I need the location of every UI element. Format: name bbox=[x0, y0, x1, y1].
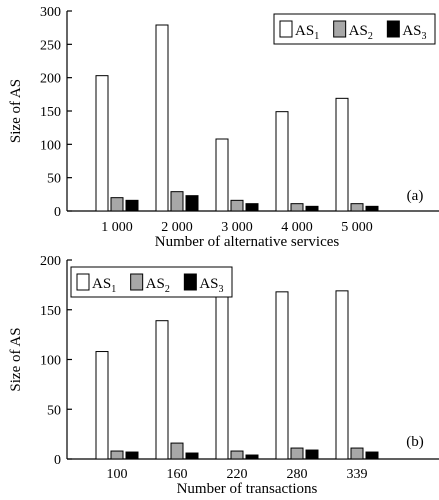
bar-as3-0 bbox=[125, 451, 139, 460]
x-tick-label: 1 000 bbox=[101, 220, 133, 235]
x-tick-label: 5 000 bbox=[341, 220, 373, 235]
bar-as3-0 bbox=[125, 199, 139, 212]
y-tick-label: 100 bbox=[40, 138, 61, 153]
y-tick-label: 0 bbox=[54, 453, 61, 468]
legend-label: AS2 bbox=[349, 23, 373, 42]
legend-swatch bbox=[130, 273, 144, 291]
bar-as1-3 bbox=[275, 291, 289, 460]
legend-swatch bbox=[333, 20, 347, 38]
bar-as2-3 bbox=[290, 447, 304, 460]
bar-as1-3 bbox=[275, 111, 289, 212]
y-tick-label: 150 bbox=[40, 304, 61, 319]
y-tick-label: 200 bbox=[40, 254, 61, 269]
legend-label-main: AS bbox=[92, 276, 111, 292]
x-tick-label: 160 bbox=[167, 467, 188, 482]
legend-label-subscript: 2 bbox=[165, 284, 170, 295]
x-tick-label: 2 000 bbox=[161, 220, 193, 235]
y-tick-label: 200 bbox=[40, 72, 61, 87]
x-axis-title: Number of transactions bbox=[177, 481, 318, 497]
panel-tag: (a) bbox=[407, 188, 424, 204]
legend-label: AS1 bbox=[295, 23, 319, 42]
legend-label-subscript: 1 bbox=[314, 31, 319, 42]
legend-label-subscript: 3 bbox=[422, 31, 427, 42]
panel-tag: (b) bbox=[406, 434, 424, 450]
bar-as2-0 bbox=[110, 197, 124, 212]
legend-swatch bbox=[386, 20, 400, 38]
bar-as2-2 bbox=[230, 450, 244, 460]
legend-label-main: AS bbox=[402, 23, 421, 39]
x-tick-label: 3 000 bbox=[221, 220, 253, 235]
bar-as1-0 bbox=[95, 75, 109, 212]
y-tick-label: 50 bbox=[47, 172, 61, 187]
bar-as2-0 bbox=[110, 450, 124, 460]
bar-as2-4 bbox=[350, 447, 364, 460]
bar-as1-2 bbox=[215, 293, 229, 460]
legend-label: AS2 bbox=[146, 276, 170, 295]
legend-swatch bbox=[183, 273, 197, 291]
legend: AS1 AS2 AS3 bbox=[273, 13, 436, 45]
bar-as3-3 bbox=[305, 449, 319, 460]
legend-label: AS3 bbox=[199, 276, 223, 295]
legend-label: AS3 bbox=[402, 23, 426, 42]
bar-as1-2 bbox=[215, 138, 229, 212]
y-tick-label: 100 bbox=[40, 354, 61, 369]
y-tick-label: 250 bbox=[40, 38, 61, 53]
legend-swatch bbox=[279, 20, 293, 38]
legend-swatch bbox=[76, 273, 90, 291]
legend-label-subscript: 2 bbox=[368, 31, 373, 42]
legend-label-main: AS bbox=[146, 276, 165, 292]
bar-as1-1 bbox=[155, 24, 169, 212]
legend-box bbox=[70, 266, 233, 298]
bar-as1-4 bbox=[335, 290, 349, 460]
bar-as1-1 bbox=[155, 320, 169, 460]
y-tick-label: 0 bbox=[54, 205, 61, 220]
y-tick-label: 300 bbox=[40, 5, 61, 20]
x-tick-label: 4 000 bbox=[281, 220, 313, 235]
y-tick-label: 50 bbox=[47, 403, 61, 418]
bar-as2-3 bbox=[290, 203, 304, 212]
legend-label-main: AS bbox=[295, 23, 314, 39]
bar-as3-4 bbox=[365, 451, 379, 460]
bar-as2-4 bbox=[350, 203, 364, 212]
bar-as2-2 bbox=[230, 199, 244, 212]
x-tick-label: 339 bbox=[347, 467, 368, 482]
x-tick-label: 220 bbox=[227, 467, 248, 482]
legend-label-subscript: 3 bbox=[219, 284, 224, 295]
bar-as1-4 bbox=[335, 97, 349, 212]
bar-as3-1 bbox=[185, 195, 199, 212]
legend: AS1 AS2 AS3 bbox=[70, 266, 233, 298]
bar-as3-1 bbox=[185, 452, 199, 460]
bar-as2-1 bbox=[170, 442, 184, 460]
legend-label-main: AS bbox=[199, 276, 218, 292]
y-axis-title: Size of AS bbox=[8, 327, 24, 391]
bar-as3-2 bbox=[245, 454, 259, 460]
bar-as2-1 bbox=[170, 191, 184, 212]
legend-label-subscript: 1 bbox=[111, 284, 116, 295]
chart-panel-b: 0 50 100 150 200 100 160 220 280 339 Number of tra… bbox=[8, 254, 439, 497]
x-tick-label: 280 bbox=[287, 467, 308, 482]
bar-as3-2 bbox=[245, 203, 259, 212]
chart-panel-a: 0 50 100 150 200 250 300 1 000 2 000 3 000 4 000 5 … bbox=[8, 5, 439, 250]
x-axis-title: Number of alternative services bbox=[155, 234, 340, 250]
y-tick-label: 150 bbox=[40, 105, 61, 120]
legend-box bbox=[273, 13, 436, 45]
y-axis-title: Size of AS bbox=[8, 79, 24, 143]
bar-as1-0 bbox=[95, 351, 109, 460]
bar-as3-3 bbox=[305, 205, 319, 212]
bar-as3-4 bbox=[365, 205, 379, 212]
legend-label-main: AS bbox=[349, 23, 368, 39]
x-tick-label: 100 bbox=[107, 467, 128, 482]
legend-label: AS1 bbox=[92, 276, 116, 295]
